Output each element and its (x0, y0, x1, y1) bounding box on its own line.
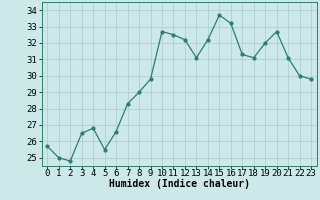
X-axis label: Humidex (Indice chaleur): Humidex (Indice chaleur) (109, 179, 250, 189)
